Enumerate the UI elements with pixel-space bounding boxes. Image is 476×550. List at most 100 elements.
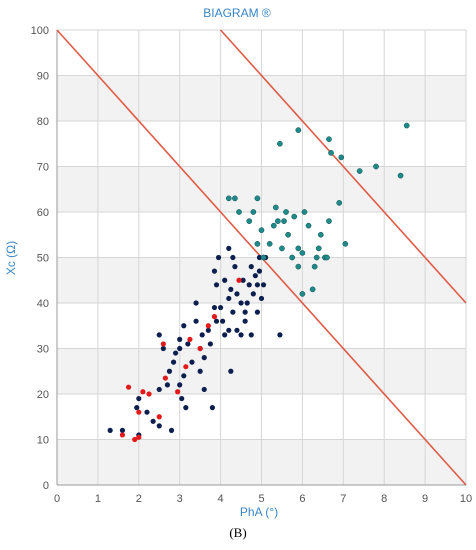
data-point-navy: [144, 409, 150, 415]
data-point-navy: [230, 254, 236, 261]
data-point-navy: [168, 427, 175, 433]
data-point-teal: [232, 195, 238, 202]
data-point-red: [140, 389, 146, 395]
data-point-navy: [170, 359, 177, 365]
data-point-navy: [156, 386, 162, 393]
y-tick-label: 70: [37, 162, 49, 174]
data-point-navy: [177, 336, 183, 342]
data-point-navy: [252, 273, 258, 279]
data-point-navy: [211, 304, 218, 311]
data-point-navy: [242, 309, 248, 315]
data-point-teal: [295, 245, 302, 252]
data-point-navy: [177, 382, 183, 388]
data-point-navy: [254, 282, 261, 288]
data-point-navy: [207, 341, 213, 347]
x-tick-label: 5: [258, 493, 264, 505]
data-point-navy: [193, 300, 199, 306]
data-point-navy: [209, 405, 216, 411]
data-point-navy: [199, 332, 205, 338]
data-point-teal: [299, 291, 306, 297]
y-tick-label: 0: [43, 480, 49, 492]
data-point-teal: [324, 254, 330, 261]
x-tick-label: 8: [381, 493, 387, 505]
data-point-teal: [283, 209, 289, 215]
y-tick-label: 90: [37, 71, 49, 83]
data-point-teal: [275, 218, 281, 224]
data-point-navy: [213, 282, 220, 288]
data-point-teal: [281, 218, 287, 224]
x-tick-label: 7: [340, 493, 346, 505]
data-point-navy: [215, 254, 222, 261]
data-point-navy: [213, 318, 220, 324]
data-point-navy: [150, 418, 156, 424]
data-point-red: [175, 389, 181, 395]
data-point-teal: [295, 263, 302, 270]
data-point-red: [125, 384, 132, 390]
chart-title: BIAGRAM ®: [203, 6, 271, 20]
data-point-red: [136, 434, 142, 440]
data-point-teal: [236, 209, 242, 215]
data-point-navy: [238, 300, 244, 306]
data-point-red: [146, 391, 152, 397]
y-axis-label: Xc (Ω): [4, 241, 18, 275]
data-point-navy: [260, 282, 267, 288]
x-tick-label: 4: [218, 493, 224, 505]
data-point-teal: [258, 227, 265, 234]
data-point-red: [205, 323, 211, 329]
data-point-teal: [336, 200, 343, 206]
data-point-navy: [205, 327, 211, 333]
data-point-red: [160, 341, 166, 347]
y-tick-label: 10: [37, 435, 49, 447]
grid-lines: [56, 29, 467, 486]
data-point-teal: [260, 254, 267, 261]
data-point-red: [197, 345, 203, 352]
y-tick-label: 40: [37, 298, 49, 310]
data-point-red: [211, 314, 218, 320]
data-point-navy: [156, 332, 162, 338]
data-point-red: [136, 409, 142, 415]
data-point-navy: [181, 373, 187, 379]
y-tick-label: 60: [37, 207, 49, 219]
x-tick-label: 9: [422, 493, 428, 505]
panel-label: (B): [229, 525, 247, 540]
data-point-teal: [315, 245, 322, 252]
x-tick-label: 3: [177, 493, 183, 505]
data-point-teal: [311, 263, 318, 270]
data-point-teal: [272, 204, 279, 211]
data-point-navy: [232, 264, 238, 270]
data-point-teal: [305, 222, 312, 229]
data-point-navy: [119, 427, 126, 433]
data-point-navy: [211, 268, 218, 274]
y-tick-label: 20: [37, 389, 49, 401]
data-point-teal: [309, 286, 316, 293]
y-tick-label: 80: [37, 116, 49, 128]
data-point-navy: [189, 359, 195, 365]
data-point-teal: [342, 241, 349, 247]
data-point-navy: [185, 341, 191, 347]
data-point-navy: [226, 295, 232, 302]
data-point-navy: [226, 327, 232, 333]
data-point-red: [132, 436, 138, 443]
data-point-navy: [228, 286, 234, 292]
data-point-teal: [291, 213, 298, 220]
data-point-red: [236, 277, 242, 283]
data-point-navy: [256, 268, 263, 274]
data-point-navy: [173, 350, 179, 356]
data-point-navy: [134, 405, 140, 411]
data-point-teal: [250, 209, 257, 215]
y-tick-label: 30: [37, 344, 49, 356]
data-point-navy: [218, 304, 224, 311]
data-point-navy: [246, 282, 252, 288]
data-point-navy: [248, 332, 254, 338]
data-point-teal: [373, 163, 379, 170]
y-tick-label: 100: [31, 25, 49, 37]
y-tick-labels: 0 10 20 30 40 50 60 70 80 90 100: [31, 25, 49, 492]
data-point-navy: [234, 327, 240, 333]
data-point-red: [183, 364, 189, 370]
data-point-navy: [156, 423, 162, 429]
data-point-teal: [289, 254, 296, 261]
data-point-navy: [250, 291, 256, 297]
data-point-navy: [230, 309, 236, 315]
data-point-teal: [317, 231, 324, 238]
data-point-navy: [222, 332, 228, 338]
